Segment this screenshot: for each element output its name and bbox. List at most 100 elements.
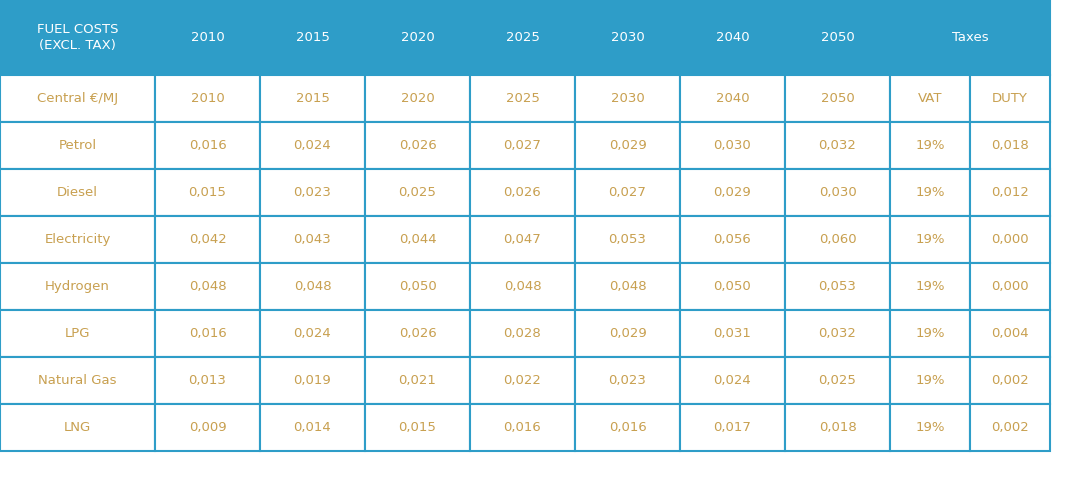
- Bar: [890, 263, 970, 310]
- Text: 2010: 2010: [191, 31, 225, 44]
- Text: 0,048: 0,048: [189, 280, 226, 293]
- Bar: [470, 404, 575, 451]
- Bar: [785, 75, 890, 122]
- Bar: [470, 216, 575, 263]
- Bar: [155, 404, 260, 451]
- Bar: [785, 310, 890, 357]
- Bar: [155, 169, 260, 216]
- Bar: [470, 0, 575, 75]
- Bar: [575, 122, 679, 169]
- Text: 0,042: 0,042: [189, 233, 227, 246]
- Text: 0,000: 0,000: [992, 280, 1029, 293]
- Text: 19%: 19%: [915, 139, 945, 152]
- Bar: [679, 0, 785, 75]
- Bar: [785, 216, 890, 263]
- Text: 0,048: 0,048: [609, 280, 646, 293]
- Text: 0,027: 0,027: [504, 139, 541, 152]
- Text: 0,012: 0,012: [992, 186, 1029, 199]
- Bar: [0, 263, 155, 310]
- Text: 0,002: 0,002: [992, 374, 1029, 387]
- Bar: [0, 357, 155, 404]
- Bar: [470, 263, 575, 310]
- Bar: [575, 310, 679, 357]
- Bar: [890, 75, 970, 122]
- Text: Diesel: Diesel: [58, 186, 98, 199]
- Text: DUTY: DUTY: [993, 92, 1028, 105]
- Text: Taxes: Taxes: [952, 31, 988, 44]
- Bar: [365, 122, 470, 169]
- Bar: [575, 75, 679, 122]
- Text: Natural Gas: Natural Gas: [38, 374, 117, 387]
- Bar: [679, 122, 785, 169]
- Bar: [365, 404, 470, 451]
- Text: 0,027: 0,027: [608, 186, 646, 199]
- Bar: [260, 357, 365, 404]
- Text: 19%: 19%: [915, 327, 945, 340]
- Bar: [365, 169, 470, 216]
- Text: 0,002: 0,002: [992, 421, 1029, 434]
- Bar: [785, 357, 890, 404]
- Text: 0,023: 0,023: [608, 374, 646, 387]
- Text: 0,009: 0,009: [189, 421, 226, 434]
- Bar: [970, 216, 1050, 263]
- Text: 0,016: 0,016: [189, 327, 227, 340]
- Text: 0,029: 0,029: [608, 327, 646, 340]
- Bar: [575, 0, 679, 75]
- Text: 0,016: 0,016: [504, 421, 541, 434]
- Bar: [155, 357, 260, 404]
- Bar: [365, 263, 470, 310]
- Text: 0,016: 0,016: [189, 139, 227, 152]
- Text: 0,032: 0,032: [819, 327, 856, 340]
- Text: 0,053: 0,053: [608, 233, 646, 246]
- Bar: [470, 122, 575, 169]
- Bar: [575, 169, 679, 216]
- Text: 0,004: 0,004: [992, 327, 1029, 340]
- Bar: [970, 404, 1050, 451]
- Text: 0,047: 0,047: [504, 233, 541, 246]
- Bar: [785, 263, 890, 310]
- Bar: [0, 122, 155, 169]
- Bar: [365, 216, 470, 263]
- Text: 2040: 2040: [716, 92, 750, 105]
- Bar: [155, 0, 260, 75]
- Text: FUEL COSTS
(EXCL. TAX): FUEL COSTS (EXCL. TAX): [37, 23, 118, 52]
- Bar: [260, 0, 365, 75]
- Bar: [679, 310, 785, 357]
- Bar: [970, 75, 1050, 122]
- Text: 0,029: 0,029: [608, 139, 646, 152]
- Text: LPG: LPG: [65, 327, 91, 340]
- Text: 0,022: 0,022: [504, 374, 541, 387]
- Bar: [679, 169, 785, 216]
- Bar: [365, 75, 470, 122]
- Bar: [470, 310, 575, 357]
- Text: 0,031: 0,031: [714, 327, 752, 340]
- Bar: [260, 404, 365, 451]
- Text: 0,025: 0,025: [398, 186, 437, 199]
- Bar: [890, 0, 1050, 75]
- Bar: [155, 122, 260, 169]
- Text: Hydrogen: Hydrogen: [45, 280, 110, 293]
- Text: 0,024: 0,024: [714, 374, 752, 387]
- Bar: [575, 357, 679, 404]
- Text: 0,030: 0,030: [714, 139, 752, 152]
- Text: 0,025: 0,025: [819, 374, 856, 387]
- Text: 0,048: 0,048: [504, 280, 541, 293]
- Bar: [155, 216, 260, 263]
- Bar: [0, 310, 155, 357]
- Text: 0,013: 0,013: [189, 374, 227, 387]
- Bar: [785, 0, 890, 75]
- Text: LNG: LNG: [64, 421, 92, 434]
- Bar: [970, 357, 1050, 404]
- Text: 19%: 19%: [915, 374, 945, 387]
- Bar: [785, 122, 890, 169]
- Bar: [0, 404, 155, 451]
- Text: 0,026: 0,026: [398, 327, 437, 340]
- Text: 0,050: 0,050: [714, 280, 752, 293]
- Bar: [679, 404, 785, 451]
- Text: 2020: 2020: [400, 92, 435, 105]
- Text: 19%: 19%: [915, 280, 945, 293]
- Text: 0,017: 0,017: [714, 421, 752, 434]
- Text: 0,024: 0,024: [294, 139, 331, 152]
- Bar: [155, 310, 260, 357]
- Text: 19%: 19%: [915, 421, 945, 434]
